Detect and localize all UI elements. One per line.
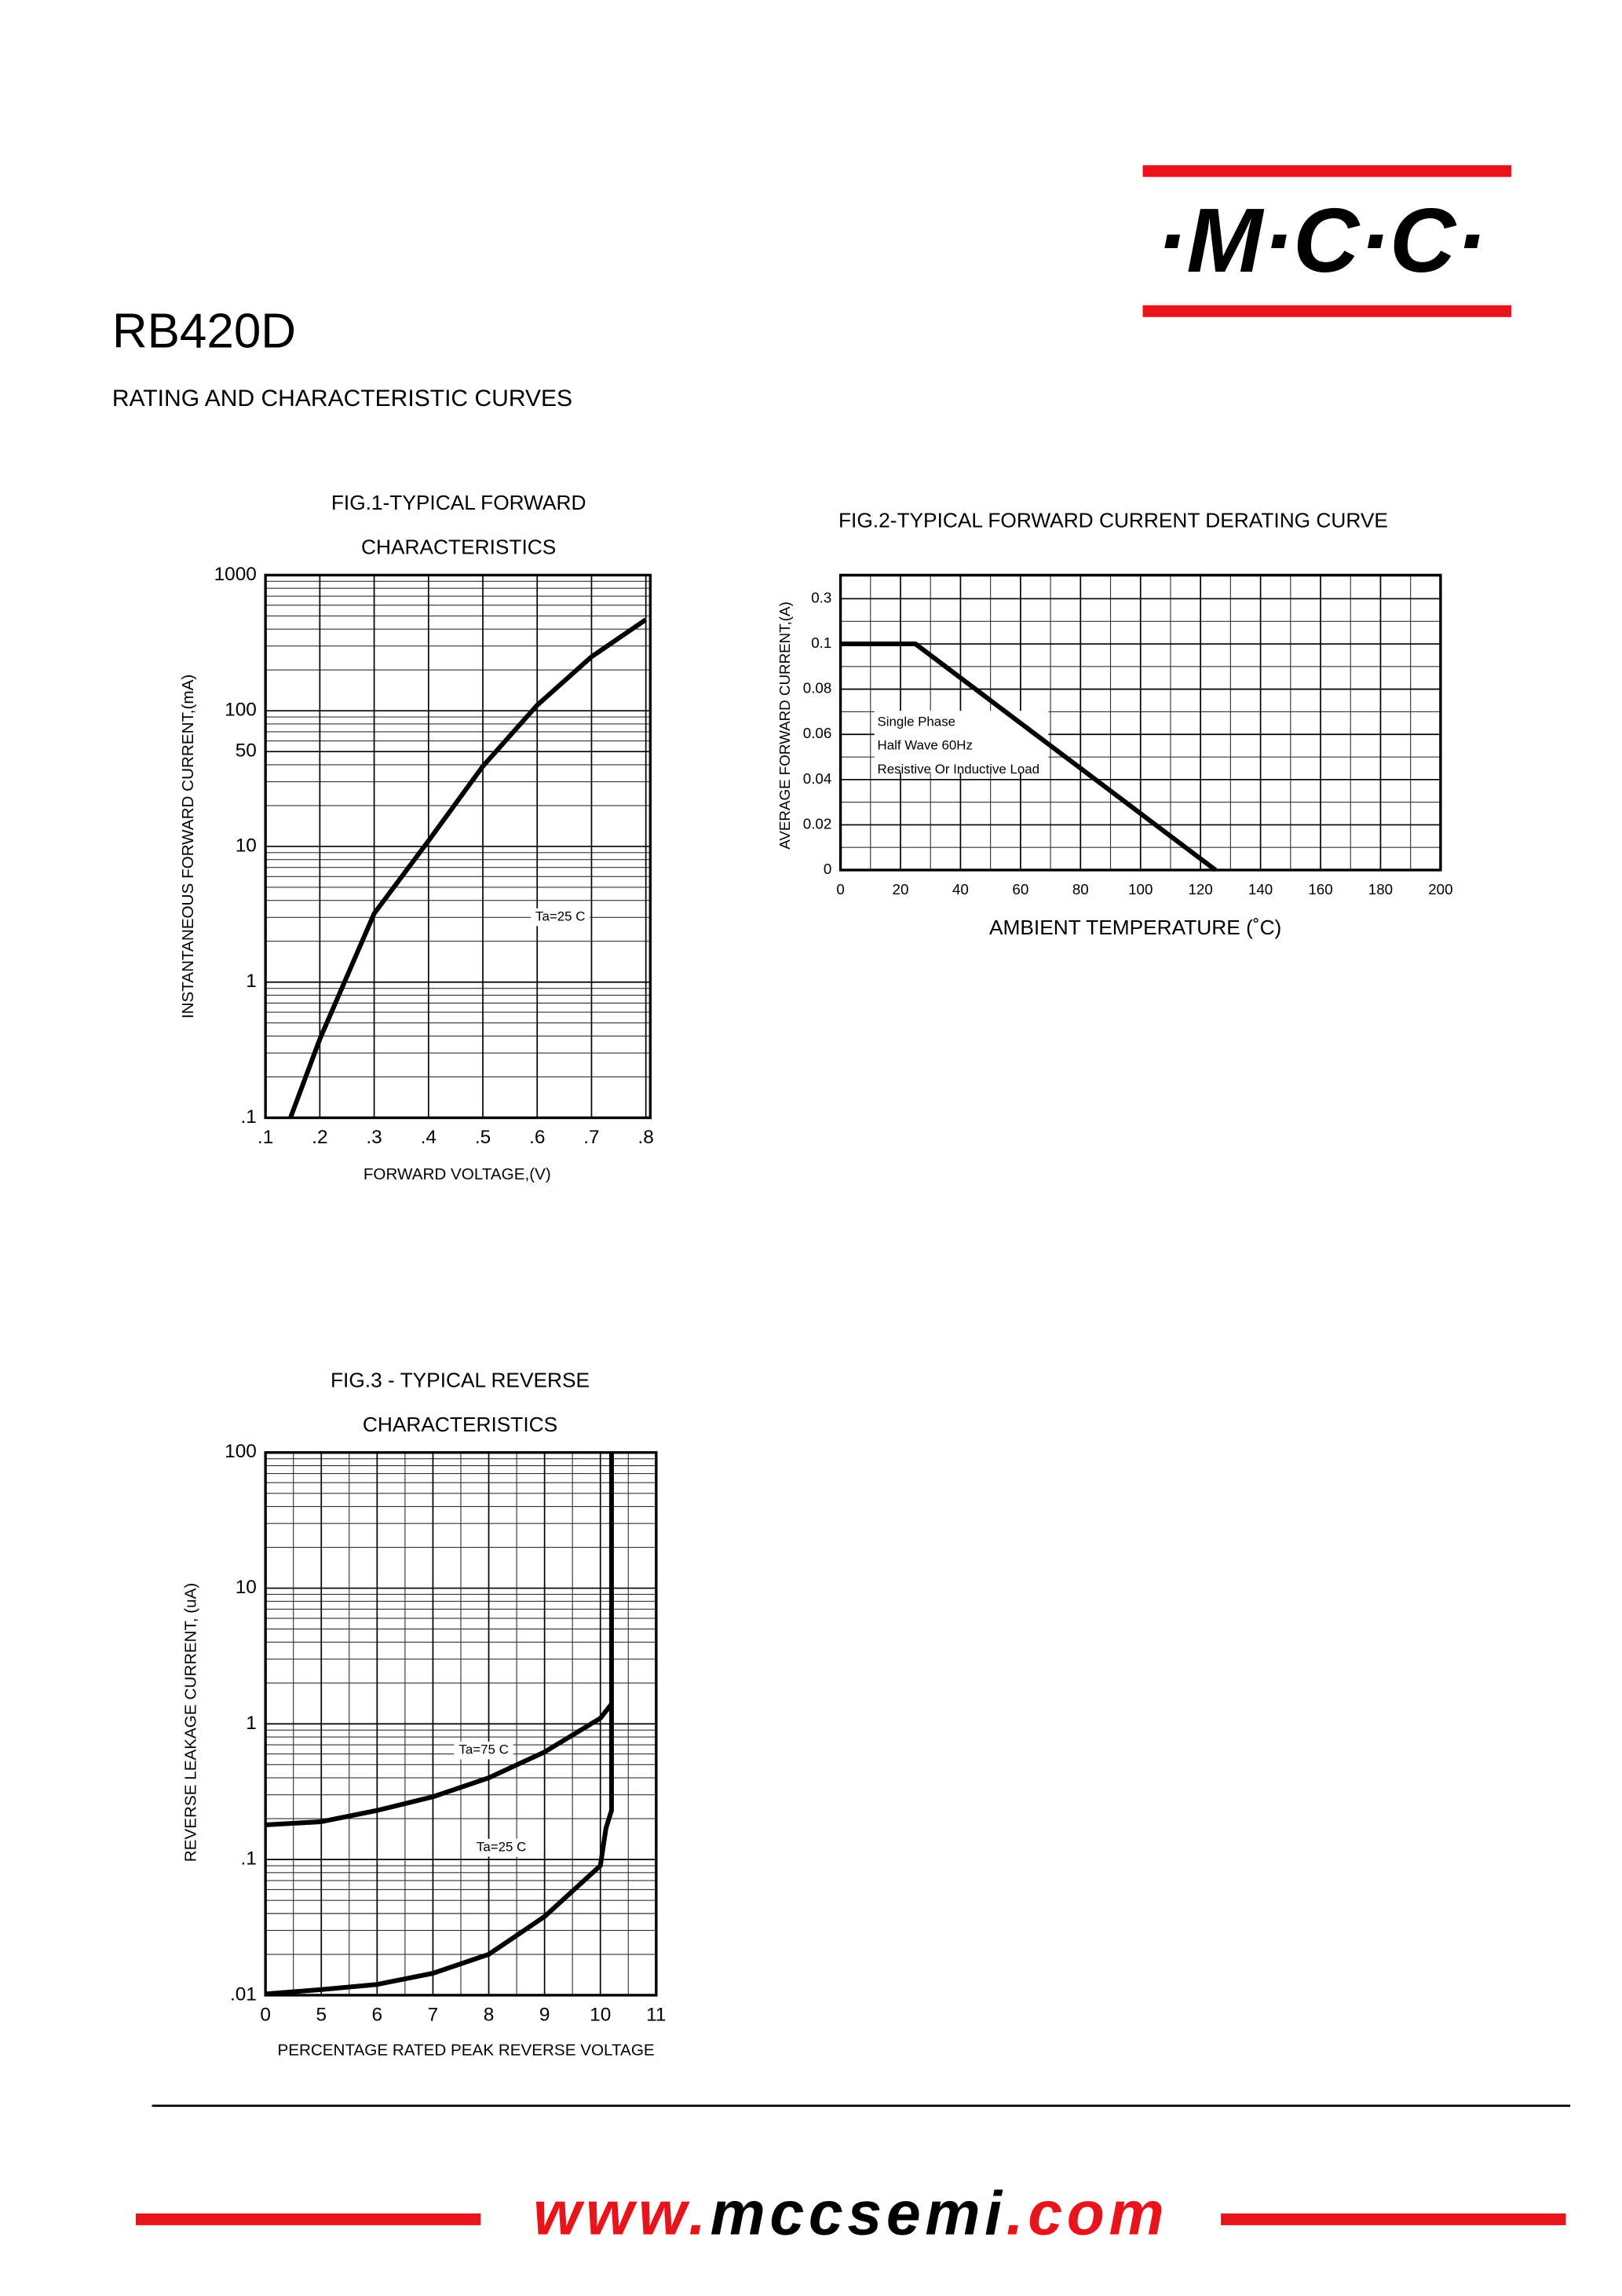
x-tick-label: 180 [1368,881,1393,898]
y-tick-label: 1 [246,1713,257,1734]
y-tick-label: 10 [236,1577,257,1598]
y-axis-label: AVERAGE FORWARD CURRENT,(A) [776,601,793,850]
x-tick-label: 7 [428,2005,439,2026]
logo: ·M·C·C· [1156,189,1486,291]
x-tick-label: 20 [893,881,909,898]
data-line [840,642,1218,872]
x-tick-label: 40 [952,881,969,898]
x-tick-label: .8 [637,1127,653,1148]
footer-url: www.mccsemi.com [533,2178,1168,2247]
y-tick-label: 1000 [214,564,257,585]
x-axis-label: AMBIENT TEMPERATURE (˚C) [989,916,1281,939]
y-tick-label: 0.3 [811,589,831,605]
x-tick-label: 8 [484,2005,495,2026]
label-bg [531,908,590,927]
subtitle: RATING AND CHARACTERISTIC CURVES [112,386,572,411]
x-tick-label: .2 [312,1127,327,1148]
plot-frame [838,573,1442,872]
x-tick-label: .4 [421,1127,437,1148]
y-tick-label: 0 [824,861,831,877]
url-part: mccsemi [711,2178,1006,2247]
label-bg [454,1741,513,1760]
x-tick-label: 160 [1308,881,1332,898]
y-tick-label: .1 [241,1106,257,1128]
x-tick-label: 5 [316,2005,327,2026]
y-tick-label: 1 [246,971,257,992]
y-tick-label: 0.08 [803,680,832,696]
logo-bar [1142,165,1512,177]
y-tick-label: .1 [241,1848,257,1870]
y-tick-label: 0.04 [803,770,832,787]
footer-bar [135,2213,481,2225]
series-label: Ta=75 C [458,1742,508,1757]
x-tick-label: 80 [1072,881,1089,898]
chart-title: FIG.1-TYPICAL FORWARD [331,491,586,514]
x-tick-label: 0 [260,2005,271,2026]
y-tick-label: 100 [225,1441,257,1462]
x-tick-label: .6 [529,1127,545,1148]
title: RB420D [112,305,296,359]
url-part: www. [533,2178,711,2247]
x-tick-label: .1 [258,1127,273,1148]
label-bg [472,1838,532,1857]
y-tick-label: 0.1 [811,634,831,651]
x-tick-label: 6 [372,2005,383,2026]
x-tick-label: 0 [836,881,844,898]
y-tick-label: 10 [236,835,257,856]
y-tick-label: 50 [236,740,257,762]
x-axis-label: PERCENTAGE RATED PEAK REVERSE VOLTAGE [277,2042,654,2060]
annotation: Single Phase [878,715,956,729]
y-axis-label: REVERSE LEAKAGE CURRENT, (uA) [182,1583,200,1863]
y-tick-label: 100 [225,700,257,721]
x-tick-label: 140 [1248,881,1273,898]
y-axis-label: INSTANTANEOUS FORWARD CURRENT,(mA) [179,675,197,1018]
plot-frame [264,1451,658,1997]
annotation: Half Wave 60Hz [878,738,973,753]
y-tick-label: 0.02 [803,815,832,832]
x-tick-label: 10 [590,2005,611,2026]
y-tick-label: .01 [230,1983,257,2005]
chart-title: CHARACTERISTICS [361,536,556,559]
annotation: Resistive Or Inductive Load [878,762,1040,777]
plot-frame [264,573,652,1120]
y-tick-label: 0.06 [803,725,832,741]
x-tick-label: 120 [1189,881,1213,898]
x-axis-label: FORWARD VOLTAGE,(V) [363,1165,551,1183]
x-tick-label: .3 [366,1127,382,1148]
x-tick-label: 9 [539,2005,550,2026]
series-label: Ta=25 C [477,1840,526,1855]
logo-bar [1142,305,1512,317]
x-tick-label: 60 [1012,881,1028,898]
series-label: Ta=25 C [535,909,585,924]
x-tick-label: 11 [646,2005,666,2026]
footer-bar [1221,2213,1566,2225]
chart-title: FIG.2-TYPICAL FORWARD CURRENT DERATING C… [838,509,1388,532]
data-line [265,1702,614,1828]
url-part: .com [1006,2178,1169,2247]
x-tick-label: .5 [475,1127,491,1148]
x-tick-label: 100 [1128,881,1153,898]
x-tick-label: .7 [583,1127,599,1148]
data-line [265,1452,614,1997]
chart-title: FIG.3 - TYPICAL REVERSE [331,1369,590,1392]
x-tick-label: 200 [1428,881,1452,898]
data-line [288,617,648,1119]
chart-title: CHARACTERISTICS [363,1413,557,1436]
